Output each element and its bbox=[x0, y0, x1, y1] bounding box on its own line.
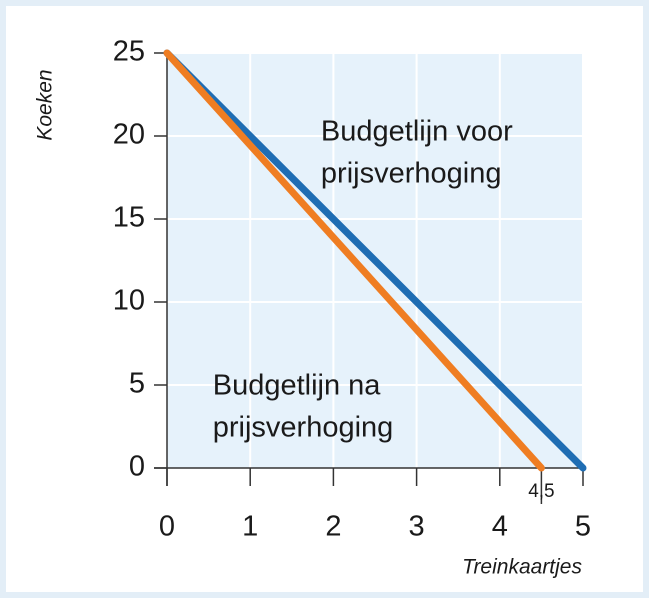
budget-line bbox=[163, 49, 545, 472]
y-tick-label: 10 bbox=[113, 285, 145, 317]
x-tick-label: 2 bbox=[325, 511, 341, 543]
annotation: prijsverhoging bbox=[321, 157, 502, 189]
x-tick-label: 0 bbox=[159, 511, 175, 543]
annotation: prijsverhoging bbox=[213, 411, 394, 443]
x-axis-label: Treinkaartjes bbox=[462, 556, 582, 579]
marked-x-label: 4,5 bbox=[528, 481, 554, 502]
y-tick-label: 15 bbox=[113, 202, 145, 234]
y-tick-label: 25 bbox=[113, 36, 145, 68]
annotation: Budgetlijn na bbox=[213, 369, 382, 401]
x-tick-label: 5 bbox=[575, 511, 591, 543]
y-axis-label: Koeken bbox=[34, 69, 57, 140]
x-tick-label: 3 bbox=[409, 511, 425, 543]
y-tick-label: 0 bbox=[129, 451, 145, 483]
budget-line bbox=[163, 49, 587, 472]
annotation: Budgetlijn voor bbox=[321, 115, 513, 147]
x-tick-label: 4 bbox=[492, 511, 508, 543]
y-tick-label: 20 bbox=[113, 119, 145, 151]
x-tick-label: 1 bbox=[242, 511, 258, 543]
y-tick-label: 5 bbox=[129, 368, 145, 400]
